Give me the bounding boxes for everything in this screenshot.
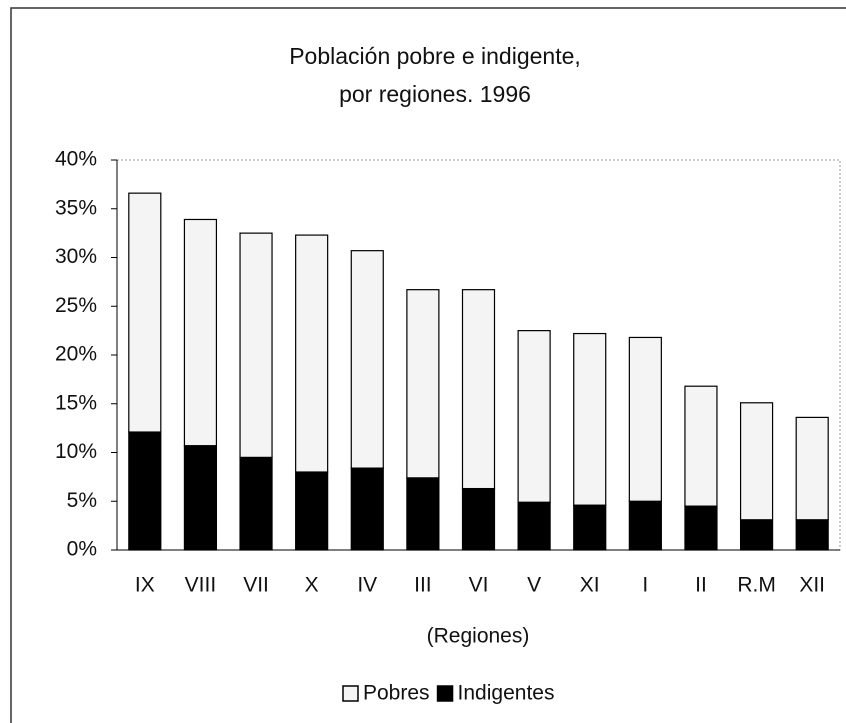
x-tick-label: V [527, 574, 541, 597]
bar-segment [517, 330, 551, 503]
x-axis-label: (Regiones) [427, 625, 530, 648]
legend-swatch [436, 685, 454, 702]
y-tick-label: 15% [55, 391, 97, 414]
bar-segment [573, 332, 607, 506]
bar-segment [628, 336, 662, 502]
bar-segment [517, 501, 551, 551]
chart-title: por regiones. 1996 [339, 81, 531, 107]
bar-segment [739, 402, 774, 521]
bar-segment [295, 234, 329, 473]
x-tick-label: XII [799, 574, 825, 597]
x-tick-label: III [414, 574, 432, 597]
bar-segment [795, 519, 829, 551]
bar-segment [183, 218, 218, 447]
bar-segment [406, 289, 440, 479]
legend-label: Pobres [363, 682, 430, 705]
bar-segment [239, 456, 273, 551]
legend-label: Indigentes [458, 682, 555, 705]
x-tick-label: R.M [737, 574, 776, 597]
bar-segment [739, 519, 774, 551]
x-tick-label: XI [580, 574, 600, 597]
y-tick-label: 30% [55, 245, 97, 268]
legend-swatch [342, 685, 359, 702]
bar-segment [684, 505, 718, 551]
bar-segment [350, 467, 384, 551]
x-tick-label: VIII [185, 574, 217, 597]
x-tick-label: IX [135, 574, 155, 597]
bar-segment [628, 500, 662, 551]
bar-segment [795, 416, 829, 521]
bar-segment [406, 477, 440, 551]
y-tick-label: 35% [55, 196, 97, 219]
y-tick-label: 0% [67, 538, 97, 561]
x-tick-label: VI [469, 574, 489, 597]
bar-segment [684, 385, 718, 507]
x-tick-label: X [305, 574, 319, 597]
y-tick-label: 40% [55, 148, 97, 171]
x-tick-label: VII [243, 574, 269, 597]
frame [10, 7, 846, 723]
bar-segment [128, 192, 162, 433]
plot-area [116, 159, 841, 551]
y-tick-label: 5% [67, 489, 97, 512]
bar-segment [461, 289, 496, 490]
bar-segment [295, 471, 329, 551]
x-tick-label: II [695, 574, 707, 597]
bar-segment [461, 487, 496, 551]
x-tick-label: IV [357, 574, 377, 597]
bar-segment [350, 250, 384, 469]
chart-title: Población pobre e indigente, [289, 43, 581, 69]
bar-segment [239, 232, 273, 458]
bar-segment [573, 504, 607, 551]
y-tick-label: 10% [55, 440, 97, 463]
bar-segment [128, 431, 162, 551]
y-tick-label: 25% [55, 294, 97, 317]
bar-segment [183, 445, 218, 551]
x-tick-label: I [642, 574, 648, 597]
y-tick-label: 20% [55, 343, 97, 366]
